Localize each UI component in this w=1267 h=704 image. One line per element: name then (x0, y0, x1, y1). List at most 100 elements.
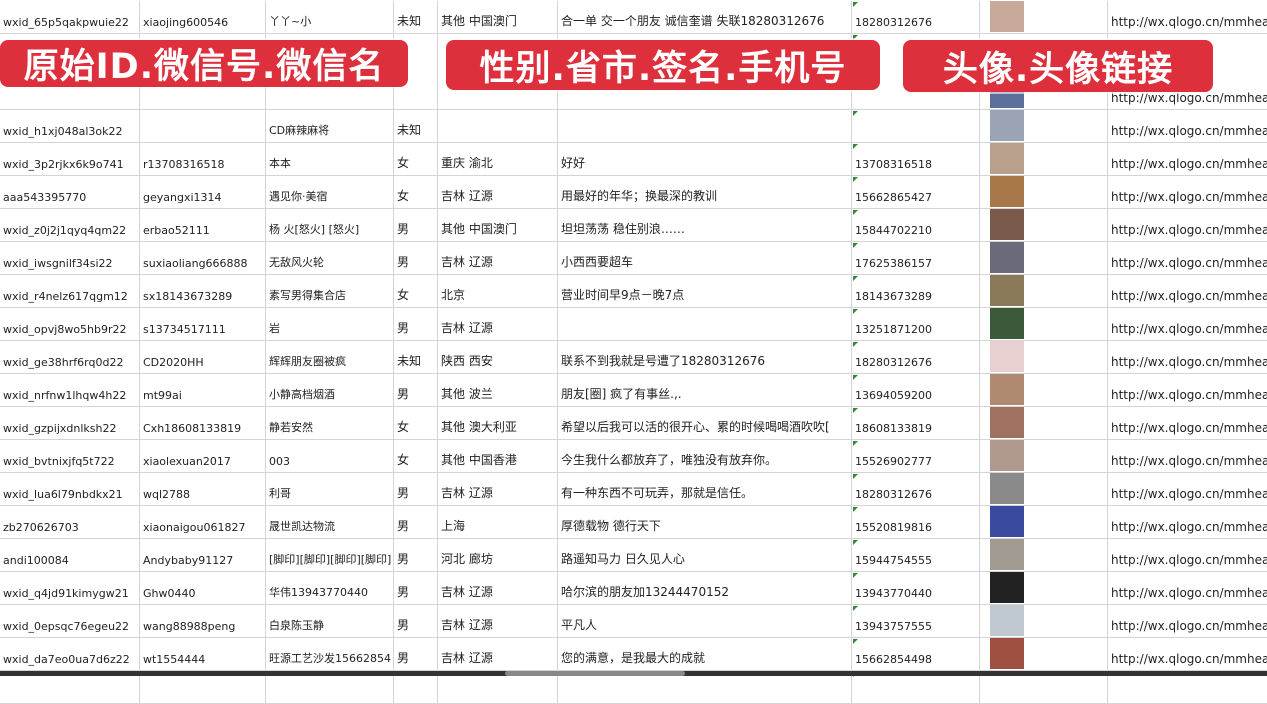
cell-avatar-link[interactable]: http://wx.qlogo.cn/mmhead (1108, 110, 1267, 142)
cell-phone[interactable]: 15944754555 (852, 539, 980, 571)
cell-avatar[interactable] (980, 473, 1108, 505)
cell-region[interactable]: 其他 中国香港 (438, 440, 558, 472)
cell-signature[interactable]: 营业时间早9点－晚7点 (558, 275, 852, 307)
cell-avatar[interactable] (980, 1, 1108, 33)
horizontal-scrollbar[interactable] (505, 671, 685, 676)
cell-wechat-id[interactable]: xiaonaigou061827 (140, 506, 266, 538)
cell-region[interactable]: 陕西 西安 (438, 341, 558, 373)
cell-phone[interactable]: 13943757555 (852, 605, 980, 637)
cell-original-id[interactable]: wxid_da7eo0ua7d6z22 (0, 638, 140, 670)
cell-signature[interactable]: 平凡人 (558, 605, 852, 637)
cell-region[interactable]: 其他 波兰 (438, 374, 558, 406)
cell-wechat-name[interactable]: 旺源工艺沙发15662854 (266, 638, 394, 670)
cell-phone[interactable]: 15520819816 (852, 506, 980, 538)
cell-signature[interactable]: 路遥知马力 日久见人心 (558, 539, 852, 571)
cell-signature[interactable]: 今生我什么都放弃了，唯独没有放弃你。 (558, 440, 852, 472)
cell-region[interactable]: 吉林 辽源 (438, 605, 558, 637)
cell-phone[interactable] (852, 110, 980, 142)
cell-region[interactable]: 吉林 辽源 (438, 176, 558, 208)
cell-gender[interactable]: 女 (394, 275, 438, 307)
cell-gender[interactable]: 女 (394, 176, 438, 208)
cell-phone[interactable]: 18143673289 (852, 275, 980, 307)
cell-wechat-id[interactable] (140, 110, 266, 142)
cell-wechat-name[interactable]: 遇见你·美宿 (266, 176, 394, 208)
cell-region[interactable]: 上海 (438, 506, 558, 538)
cell-original-id[interactable]: wxid_65p5qakpwuie22 (0, 1, 140, 33)
cell-avatar-link[interactable]: http://wx.qlogo.cn/mmhead (1108, 473, 1267, 505)
cell-avatar-link[interactable]: http://wx.qlogo.cn/mmhead (1108, 539, 1267, 571)
cell-phone[interactable]: 15662865427 (852, 176, 980, 208)
cell-avatar[interactable] (980, 638, 1108, 670)
cell-wechat-name[interactable]: 白泉陈玉静 (266, 605, 394, 637)
cell-signature[interactable]: 用最好的年华；换最深的教训 (558, 176, 852, 208)
cell-wechat-name[interactable]: 素写男得集合店 (266, 275, 394, 307)
cell-region[interactable]: 其他 澳大利亚 (438, 407, 558, 439)
cell-wechat-id[interactable]: Ghw0440 (140, 572, 266, 604)
cell-avatar[interactable] (980, 572, 1108, 604)
cell-avatar[interactable] (980, 440, 1108, 472)
cell-phone[interactable]: 13251871200 (852, 308, 980, 340)
cell-wechat-name[interactable]: 无敌风火轮 (266, 242, 394, 274)
cell-phone[interactable]: 17625386157 (852, 242, 980, 274)
cell-avatar-link[interactable]: http://wx.qlogo.cn/mmhead (1108, 1, 1267, 33)
cell-original-id[interactable]: wxid_gzpijxdnlksh22 (0, 407, 140, 439)
cell-signature[interactable]: 希望以后我可以活的很开心、累的时候喝喝酒吹吹[ (558, 407, 852, 439)
cell-original-id[interactable]: wxid_z0j2j1qyq4qm22 (0, 209, 140, 241)
cell-original-id[interactable]: wxid_ge38hrf6rq0d22 (0, 341, 140, 373)
cell-gender[interactable]: 女 (394, 440, 438, 472)
cell-avatar-link[interactable]: http://wx.qlogo.cn/mmhead (1108, 374, 1267, 406)
cell-avatar-link[interactable]: http://wx.qlogo.cn/mmhead (1108, 341, 1267, 373)
cell-wechat-id[interactable]: sx18143673289 (140, 275, 266, 307)
cell-region[interactable]: 重庆 渝北 (438, 143, 558, 175)
cell-wechat-id[interactable]: Cxh18608133819 (140, 407, 266, 439)
cell-region[interactable]: 其他 中国澳门 (438, 209, 558, 241)
cell-avatar-link[interactable]: http://wx.qlogo.cn/mmhead (1108, 176, 1267, 208)
cell-avatar-link[interactable]: http://wx.qlogo.cn/mmhead (1108, 34, 1267, 109)
cell-wechat-name[interactable]: 华伟13943770440 (266, 572, 394, 604)
cell-gender[interactable]: 女 (394, 143, 438, 175)
cell-avatar-link[interactable]: http://wx.qlogo.cn/mmhead (1108, 440, 1267, 472)
cell-region[interactable] (438, 110, 558, 142)
cell-wechat-id[interactable]: CD2020HH (140, 341, 266, 373)
cell-phone[interactable]: 13943770440 (852, 572, 980, 604)
cell-gender[interactable]: 男 (394, 572, 438, 604)
cell-wechat-id[interactable]: xiaolexuan2017 (140, 440, 266, 472)
cell-phone[interactable]: 18608133819 (852, 407, 980, 439)
cell-wechat-name[interactable]: 小静高档烟酒 (266, 374, 394, 406)
cell-avatar[interactable] (980, 605, 1108, 637)
cell-region[interactable]: 河北 廊坊 (438, 539, 558, 571)
cell-gender[interactable]: 男 (394, 638, 438, 670)
cell-signature[interactable]: 好好 (558, 143, 852, 175)
cell-signature[interactable]: 厚德载物 德行天下 (558, 506, 852, 538)
cell-gender[interactable]: 男 (394, 374, 438, 406)
cell-wechat-name[interactable]: 辉辉朋友圈被疯 (266, 341, 394, 373)
cell-wechat-name[interactable]: 本本 (266, 143, 394, 175)
cell-gender[interactable]: 男 (394, 506, 438, 538)
cell-wechat-id[interactable]: wang88988peng (140, 605, 266, 637)
cell-wechat-name[interactable]: 杨 火[怒火] [怒火] (266, 209, 394, 241)
cell-gender[interactable]: 未知 (394, 110, 438, 142)
cell-avatar-link[interactable]: http://wx.qlogo.cn/mmhead (1108, 638, 1267, 670)
cell-avatar-link[interactable]: http://wx.qlogo.cn/mmhead (1108, 407, 1267, 439)
cell-region[interactable]: 吉林 辽源 (438, 473, 558, 505)
cell-wechat-name[interactable]: 利哥 (266, 473, 394, 505)
cell-wechat-id[interactable]: suxiaoliang666888 (140, 242, 266, 274)
cell-wechat-name[interactable]: 岩 (266, 308, 394, 340)
cell-avatar-link[interactable]: http://wx.qlogo.cn/mmhead (1108, 275, 1267, 307)
cell-wechat-name[interactable]: 晟世凯达物流 (266, 506, 394, 538)
cell-phone[interactable]: 18280312676 (852, 1, 980, 33)
cell-gender[interactable]: 女 (394, 407, 438, 439)
cell-avatar-link[interactable]: http://wx.qlogo.cn/mmhead (1108, 308, 1267, 340)
cell-signature[interactable] (558, 110, 852, 142)
cell-region[interactable]: 吉林 辽源 (438, 242, 558, 274)
cell-wechat-name[interactable]: [脚印][脚印][脚印][脚印] (266, 539, 394, 571)
cell-original-id[interactable]: wxid_q4jd91kimygw21 (0, 572, 140, 604)
cell-region[interactable]: 吉林 辽源 (438, 308, 558, 340)
cell-avatar[interactable] (980, 209, 1108, 241)
cell-signature[interactable]: 哈尔滨的朋友加13244470152 (558, 572, 852, 604)
cell-region[interactable]: 北京 (438, 275, 558, 307)
cell-original-id[interactable]: wxid_h1xj048al3ok22 (0, 110, 140, 142)
cell-original-id[interactable]: wxid_iwsgnilf34si22 (0, 242, 140, 274)
cell-original-id[interactable]: wxid_nrfnw1lhqw4h22 (0, 374, 140, 406)
cell-wechat-id[interactable]: erbao52111 (140, 209, 266, 241)
